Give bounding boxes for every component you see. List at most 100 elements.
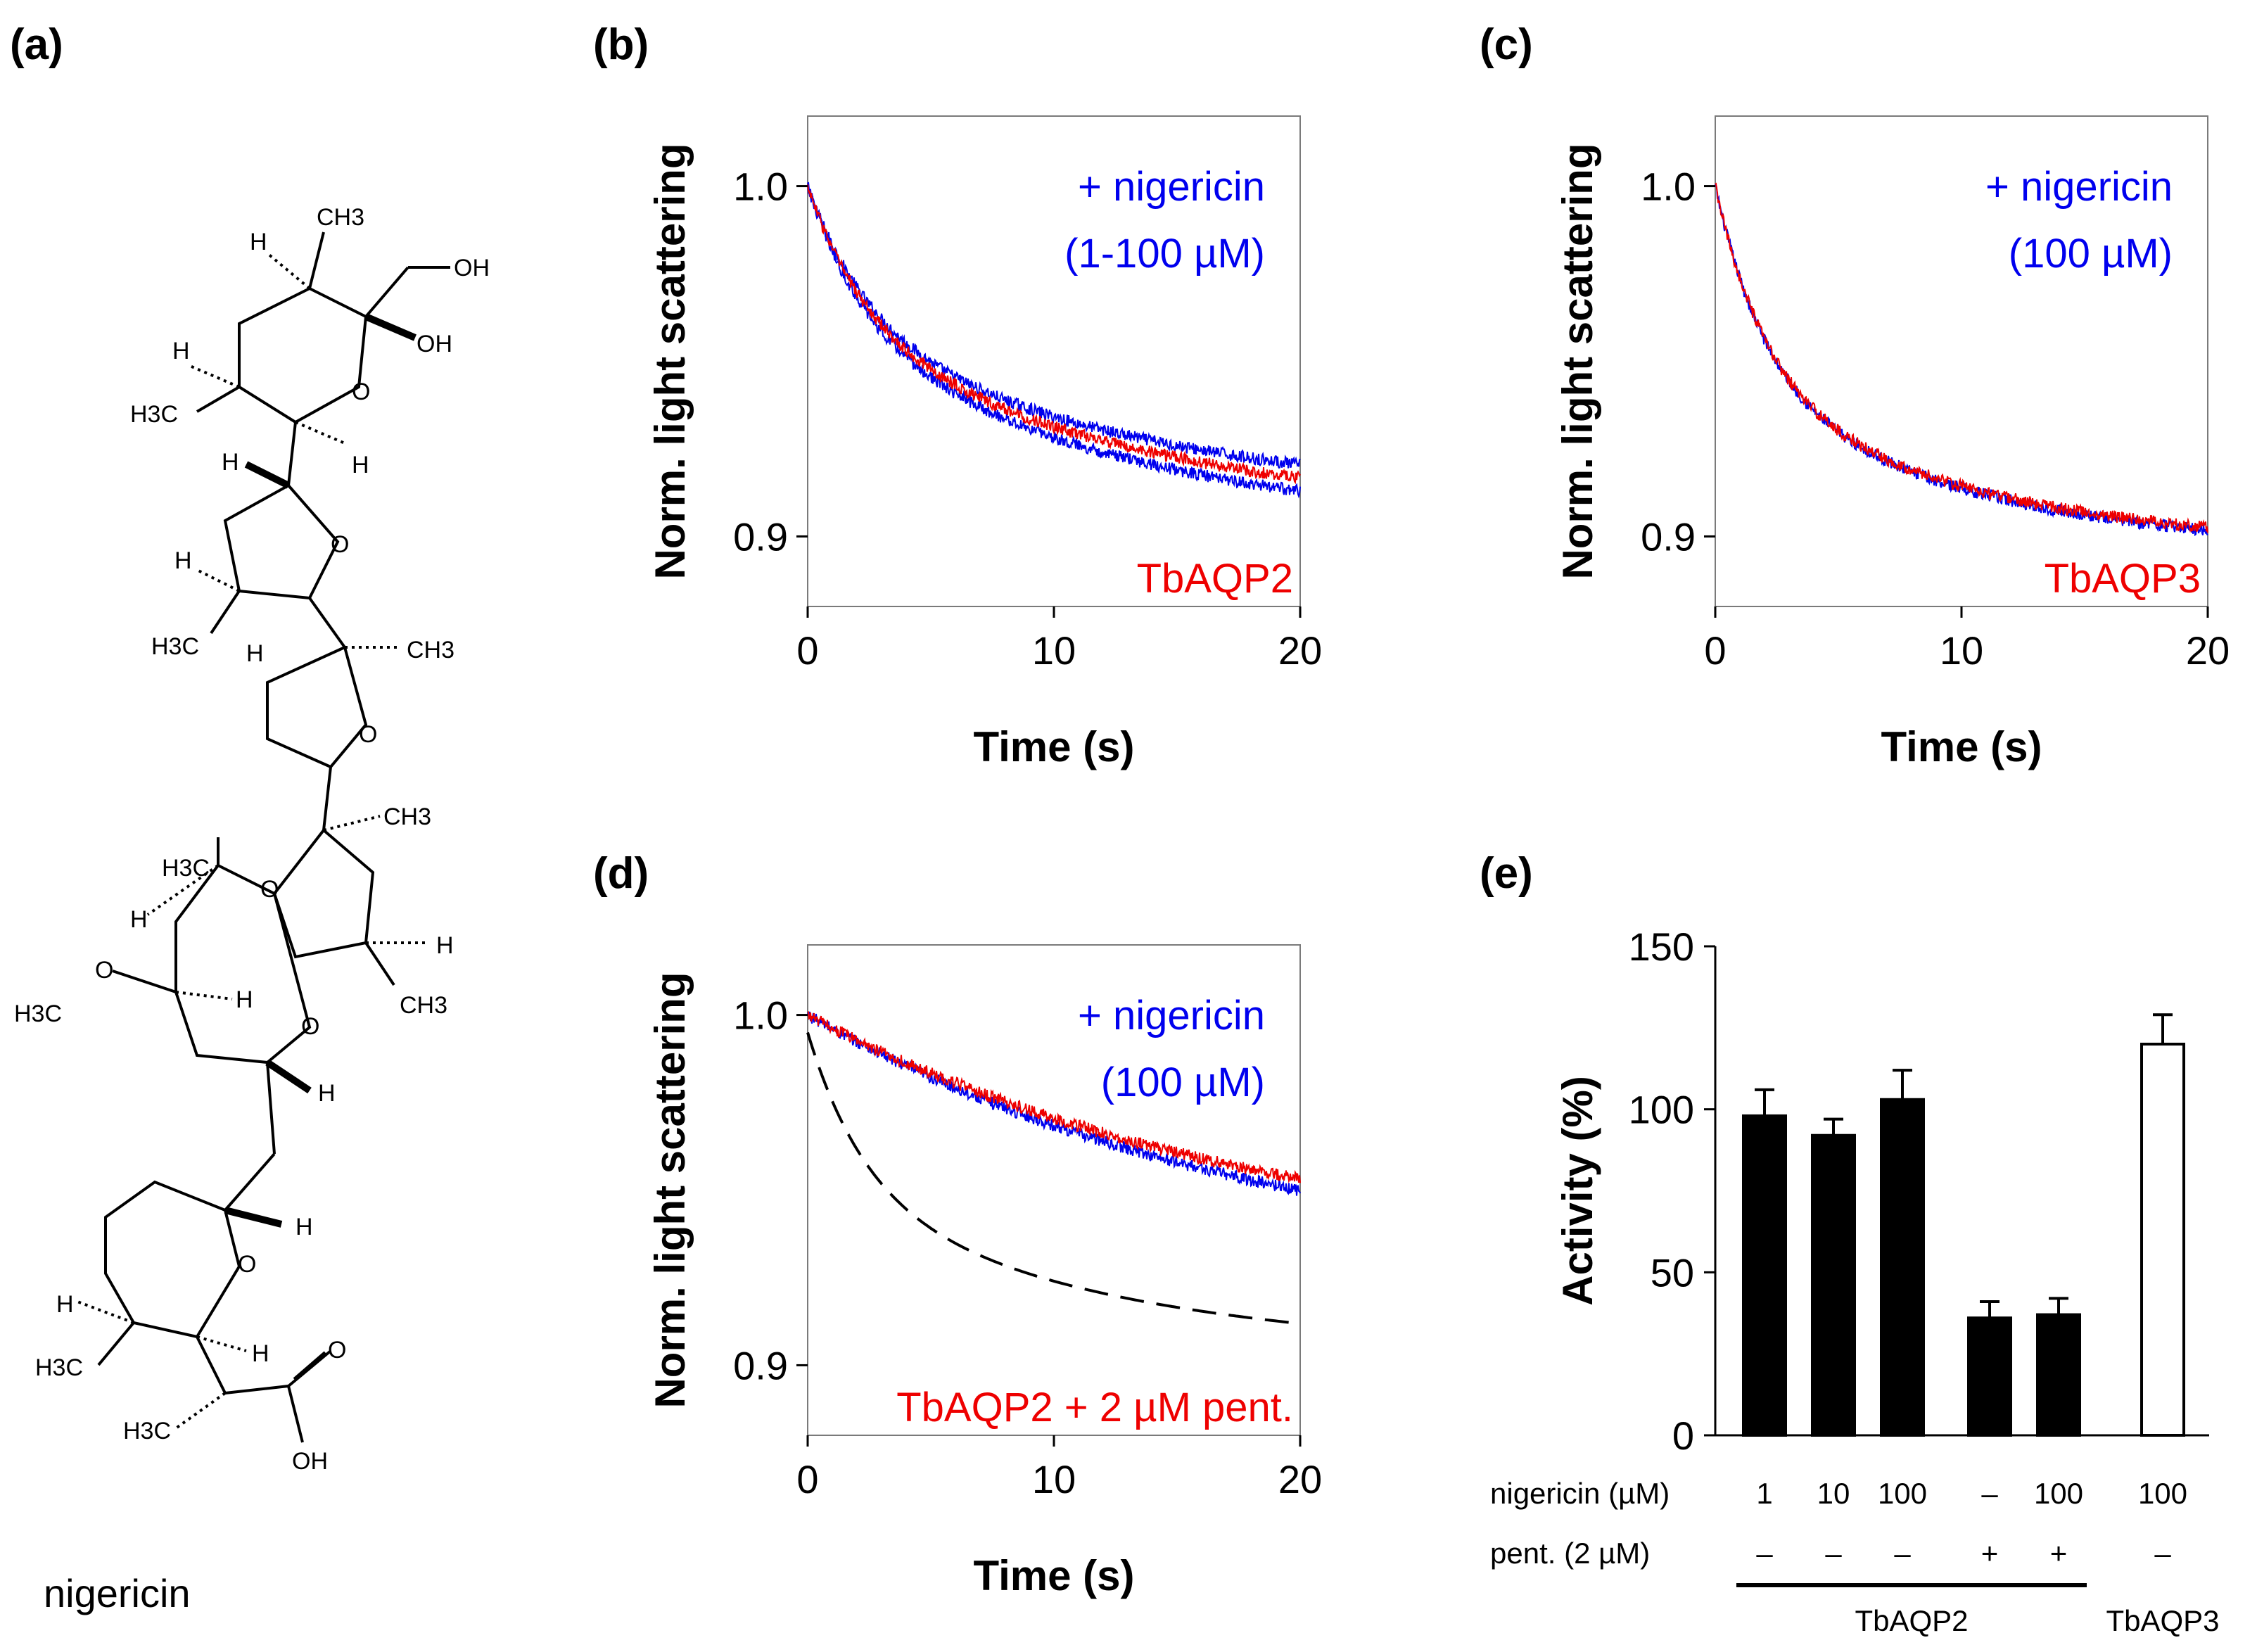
x-tick-label: 0 — [1704, 628, 1726, 673]
atom-label: O — [260, 876, 279, 903]
y-tick-label: 1.0 — [1641, 165, 1696, 209]
atom-label: H — [130, 906, 148, 933]
bond — [287, 1349, 332, 1387]
structure-atom-labels: CH3 OH OH H H O H3C H H O H H3C H CH3 O … — [14, 204, 490, 1475]
bond — [224, 1152, 276, 1212]
y-tick-label: 0.9 — [733, 514, 788, 559]
atom-label: H — [318, 1080, 336, 1107]
ring-2 — [223, 484, 340, 600]
compound-name: nigericin — [44, 1571, 191, 1615]
atom-label: H — [252, 1340, 269, 1367]
x-axis-label: Time (s) — [974, 1552, 1135, 1599]
bond — [293, 1351, 326, 1380]
series-red-1 — [1715, 182, 2208, 533]
pent-value-4: + — [2050, 1537, 2068, 1570]
ring-5 — [174, 863, 312, 1065]
bond — [295, 421, 345, 445]
nigericin-value-2: 100 — [1878, 1477, 1927, 1510]
atom-label: O — [95, 957, 113, 984]
series-blue-1 — [807, 184, 1301, 499]
bond — [97, 1321, 135, 1366]
ring-1 — [238, 287, 368, 424]
atom-label: H — [174, 547, 192, 574]
x-tick-label: 10 — [1940, 628, 1983, 673]
ring-3 — [266, 646, 368, 769]
bar-4 — [2036, 1313, 2081, 1437]
x-tick-label: 20 — [2186, 628, 2230, 673]
y-tick-label: 0.9 — [1641, 514, 1696, 559]
bond — [189, 364, 240, 388]
y-axis-label: Norm. light scattering — [647, 143, 694, 579]
legend-red: TbAQP2 + 2 µM pent. — [896, 1385, 1293, 1430]
group-label-tbaqp2: TbAQP2 — [1855, 1604, 1968, 1637]
group-label-tbaqp3: TbAQP3 — [2106, 1604, 2219, 1637]
bond — [266, 252, 311, 290]
x-tick-label: 10 — [1032, 1457, 1076, 1501]
atom-label: H3C — [123, 1418, 171, 1444]
legend-blue-line1: + nigericin — [1078, 164, 1265, 210]
x-tick-label: 20 — [1278, 628, 1322, 673]
legend-red: TbAQP2 — [1137, 556, 1293, 602]
y-tick-label: 0.9 — [733, 1343, 788, 1387]
chart-e: 0 50 100 150 Activity (%) 1 – 10 – 100 – – +100 +100 –… — [1554, 925, 2220, 1637]
y-tick-label: 100 — [1629, 1088, 1694, 1132]
nigericin-value-3: – — [1981, 1477, 1998, 1510]
y-tick-label: 50 — [1651, 1250, 1694, 1295]
legend-blue-line1: + nigericin — [1078, 993, 1265, 1038]
atom-label: H3C — [35, 1354, 83, 1381]
bond — [308, 597, 346, 649]
pent-value-2: – — [1894, 1537, 1911, 1570]
panel-d-label: (d) — [593, 849, 649, 898]
pent-value-5: – — [2154, 1537, 2171, 1570]
atom-label: H — [295, 1214, 313, 1240]
atom-label: H3C — [130, 401, 178, 428]
atom-label: H — [56, 1291, 74, 1318]
atom-label: H — [222, 449, 239, 476]
x-axis-label: Time (s) — [974, 723, 1135, 770]
bond — [112, 970, 177, 993]
bar-5 — [2140, 1043, 2185, 1437]
x-tick-label: 20 — [1278, 1457, 1322, 1501]
atom-label: H3C — [151, 633, 199, 660]
bond — [174, 1392, 227, 1430]
nigericin-structure — [77, 231, 450, 1443]
bond — [322, 766, 332, 831]
bond — [196, 386, 241, 413]
bond — [308, 231, 325, 289]
x-axis-label: Time (s) — [1881, 723, 2042, 770]
bond — [224, 1207, 283, 1228]
atom-label: O — [331, 531, 349, 558]
ring-6 — [104, 1180, 241, 1339]
y-tick-label: 150 — [1629, 925, 1694, 969]
atom-label: OH — [454, 255, 490, 281]
x-tick-label: 0 — [796, 628, 818, 673]
bond — [196, 1336, 227, 1394]
bond — [146, 864, 220, 916]
bond — [224, 1385, 289, 1394]
bar-1 — [1811, 1133, 1856, 1437]
bond — [77, 1300, 134, 1324]
legend-blue-line2: (100 µM) — [2009, 231, 2173, 277]
nigericin-value-4: 100 — [2034, 1477, 2083, 1510]
nigericin-value-5: 100 — [2138, 1477, 2187, 1510]
series-red-1 — [807, 1011, 1301, 1183]
atom-label: CH3 — [317, 204, 364, 231]
legend-blue-line2: (1-100 µM) — [1064, 231, 1265, 277]
chart-c: 0 10 20 0.9 1.0 Time (s) Norm. light scatterin… — [1554, 115, 2230, 770]
y-tick-label: 0 — [1672, 1413, 1694, 1458]
atom-label: H — [352, 452, 369, 478]
y-axis-label: Activity (%) — [1554, 1076, 1601, 1306]
panel-a-label: (a) — [10, 20, 63, 69]
atom-label: OH — [292, 1448, 328, 1475]
pent-value-0: – — [1756, 1537, 1773, 1570]
chart-b: 0 10 20 0.9 1.0 Time (s) Norm. light scatterin… — [647, 115, 1322, 770]
atom-label: CH3 — [383, 803, 431, 830]
y-axis-label: Norm. light scattering — [647, 972, 694, 1408]
atom-label: OH — [417, 331, 452, 357]
bond — [244, 461, 291, 489]
bond — [210, 590, 241, 635]
bond — [265, 1059, 312, 1094]
legend-blue-line2: (100 µM) — [1101, 1060, 1265, 1105]
atom-label: CH3 — [407, 637, 454, 663]
